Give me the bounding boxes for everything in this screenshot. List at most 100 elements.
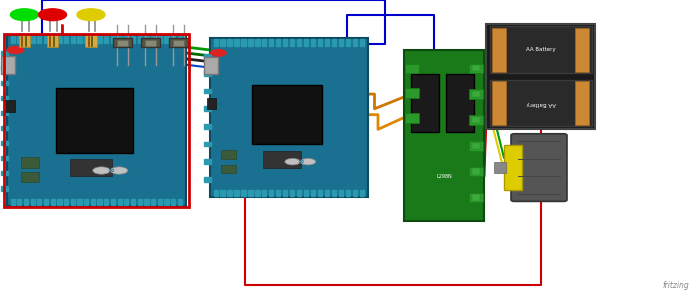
Bar <box>118 199 122 205</box>
Text: L298N: L298N <box>436 174 452 179</box>
Bar <box>276 39 281 46</box>
Bar <box>10 199 15 205</box>
Bar <box>494 162 506 173</box>
Bar <box>210 38 368 197</box>
Bar <box>164 199 169 205</box>
Bar <box>111 199 115 205</box>
Bar <box>97 36 102 43</box>
Bar <box>290 190 294 196</box>
Bar <box>311 190 315 196</box>
Bar <box>262 39 267 46</box>
Bar <box>206 98 216 109</box>
Bar <box>4 100 15 112</box>
Bar <box>21 172 38 182</box>
Bar <box>131 36 135 43</box>
Bar <box>504 145 522 190</box>
Bar <box>472 91 480 97</box>
Bar <box>104 36 108 43</box>
Bar <box>304 39 308 46</box>
Bar <box>1 66 8 70</box>
Bar <box>1 96 8 100</box>
Bar <box>4 34 189 207</box>
Bar <box>204 159 211 164</box>
Bar <box>204 89 211 93</box>
Bar <box>469 115 483 125</box>
Bar <box>256 39 260 46</box>
Bar <box>158 36 162 43</box>
Bar <box>7 35 186 206</box>
Text: AA Battery: AA Battery <box>526 101 556 106</box>
Bar <box>472 194 480 201</box>
Bar <box>131 199 135 205</box>
Bar <box>57 199 62 205</box>
Circle shape <box>38 9 66 21</box>
Bar <box>446 74 474 132</box>
Bar <box>71 36 75 43</box>
Bar <box>234 190 239 196</box>
Bar <box>241 190 246 196</box>
Bar <box>262 190 267 196</box>
Bar <box>91 199 95 205</box>
Text: ∞: ∞ <box>107 166 114 175</box>
Bar <box>47 35 58 47</box>
Bar <box>171 36 175 43</box>
Bar <box>204 57 218 74</box>
Bar <box>204 124 211 129</box>
Text: ∞: ∞ <box>297 157 304 166</box>
Bar <box>178 199 182 205</box>
Text: fritzing: fritzing <box>663 280 690 290</box>
Bar <box>1 141 8 146</box>
Bar <box>50 36 55 43</box>
Ellipse shape <box>111 167 128 174</box>
Bar <box>144 199 148 205</box>
Bar <box>19 35 30 47</box>
Bar <box>492 81 506 125</box>
Bar <box>220 190 225 196</box>
Bar <box>284 39 288 46</box>
Bar <box>248 190 253 196</box>
Bar <box>151 36 155 43</box>
Bar <box>214 39 218 46</box>
Bar <box>276 190 281 196</box>
Text: AA Battery: AA Battery <box>526 47 556 52</box>
Bar <box>97 199 102 205</box>
Bar <box>204 177 211 182</box>
Bar <box>405 64 419 73</box>
Bar <box>234 39 239 46</box>
Bar <box>318 190 322 196</box>
Bar <box>1 81 8 85</box>
Bar <box>262 151 301 168</box>
Bar <box>220 39 225 46</box>
Bar <box>353 39 357 46</box>
Bar <box>10 36 15 43</box>
Bar <box>113 38 132 47</box>
Bar <box>169 38 188 47</box>
Bar <box>332 190 336 196</box>
Bar <box>248 39 253 46</box>
Bar <box>311 39 315 46</box>
Bar <box>290 39 294 46</box>
Bar <box>111 36 115 43</box>
Bar <box>469 167 483 176</box>
Bar <box>339 190 343 196</box>
Bar <box>469 64 483 73</box>
Bar <box>118 36 122 43</box>
Bar <box>575 81 589 125</box>
Bar <box>125 36 129 43</box>
Bar <box>145 40 156 46</box>
Bar <box>490 80 592 126</box>
Bar <box>405 113 419 123</box>
Ellipse shape <box>92 167 111 174</box>
Bar <box>204 106 211 111</box>
Bar <box>325 39 329 46</box>
Circle shape <box>7 46 24 54</box>
Bar <box>469 89 483 99</box>
Bar <box>171 199 175 205</box>
Bar <box>91 36 95 43</box>
FancyBboxPatch shape <box>511 134 567 201</box>
Bar <box>144 36 148 43</box>
Bar <box>472 143 480 149</box>
Bar <box>164 36 169 43</box>
Bar <box>56 88 133 153</box>
Bar <box>318 39 322 46</box>
